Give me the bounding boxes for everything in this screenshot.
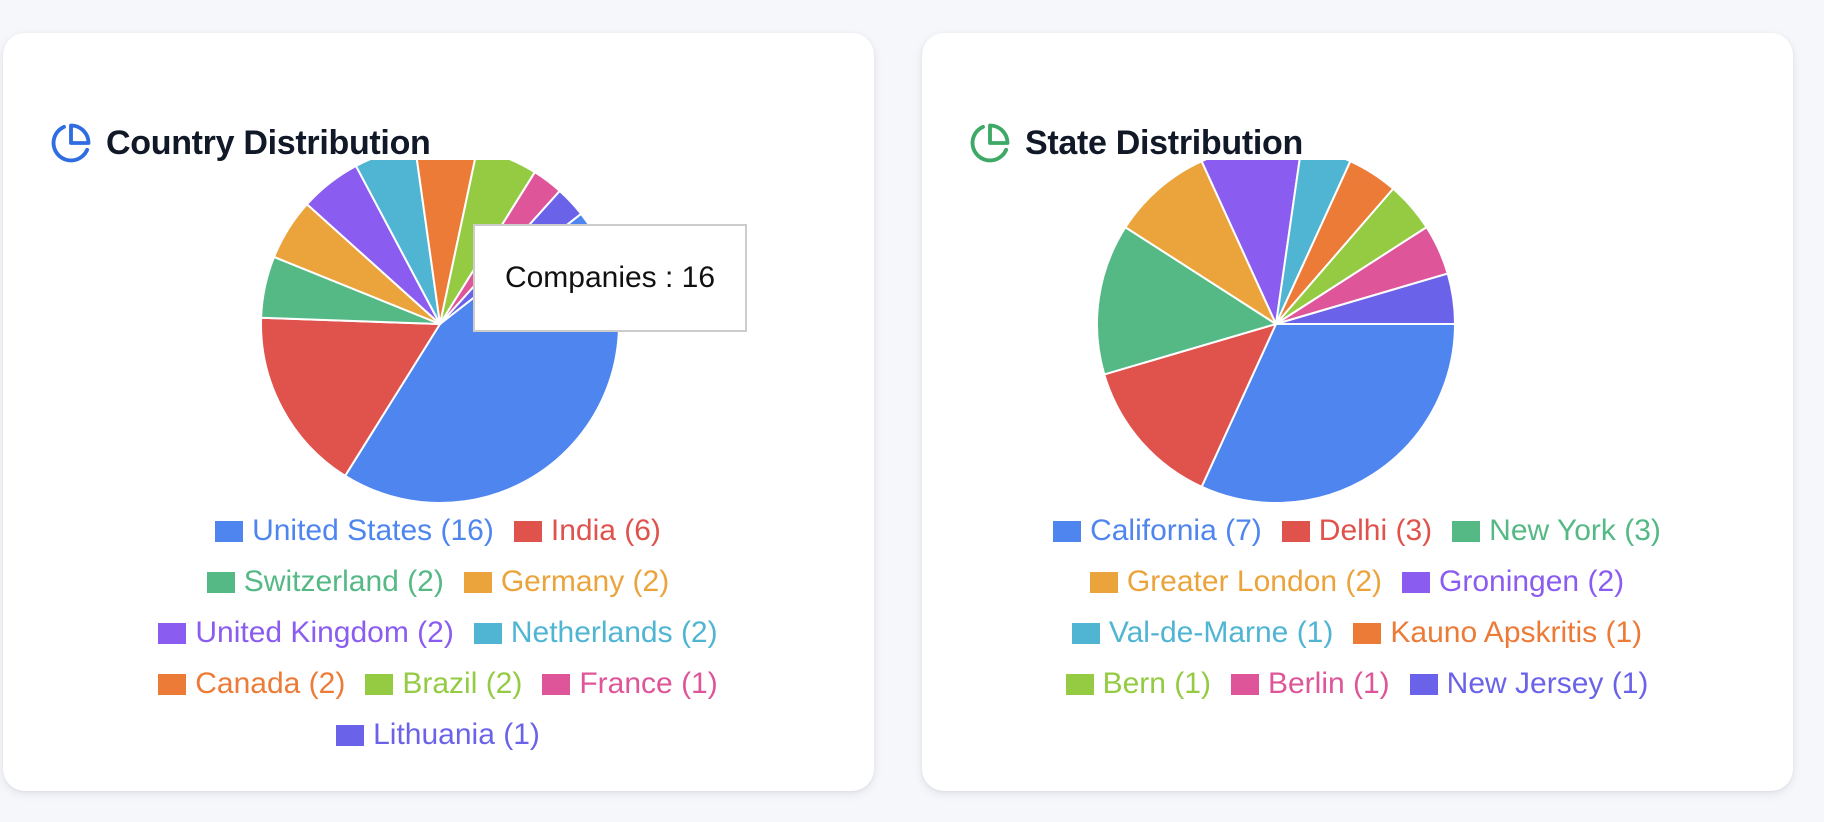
legend-swatch bbox=[1353, 622, 1382, 644]
country-legend: United States (16) India (6) Switzerland (… bbox=[103, 513, 773, 753]
state-legend-item-val-de-marne[interactable]: Val-de-Marne (1) bbox=[1071, 615, 1334, 651]
legend-swatch bbox=[1053, 520, 1082, 542]
state-pie-slice-california[interactable] bbox=[1200, 323, 1456, 504]
legend-label: Groningen (2) bbox=[1439, 565, 1625, 598]
legend-label: Canada (2) bbox=[195, 667, 346, 700]
legend-swatch bbox=[215, 520, 244, 542]
legend-swatch bbox=[473, 622, 502, 644]
legend-swatch bbox=[1402, 571, 1431, 593]
country-legend-item-lithuania[interactable]: Lithuania (1) bbox=[336, 717, 540, 753]
legend-swatch bbox=[463, 571, 492, 593]
country-legend-item-netherlands[interactable]: Netherlands (2) bbox=[473, 615, 718, 651]
state-distribution-card: State Distribution California (7) Delhi (… bbox=[922, 33, 1793, 791]
legend-swatch bbox=[1089, 571, 1118, 593]
state-legend-item-california[interactable]: California (7) bbox=[1053, 513, 1262, 549]
country-legend-item-united-states[interactable]: United States (16) bbox=[215, 513, 494, 549]
chart-tooltip: Companies : 16 bbox=[473, 224, 747, 332]
legend-swatch bbox=[336, 724, 365, 746]
country-chart-title: Country Distribution bbox=[106, 123, 431, 162]
legend-label: Germany (2) bbox=[500, 565, 670, 598]
legend-label: France (1) bbox=[579, 667, 718, 700]
legend-label: Kauno Apskritis (1) bbox=[1390, 616, 1643, 649]
country-legend-item-brazil[interactable]: Brazil (2) bbox=[365, 666, 522, 702]
legend-label: Val-de-Marne (1) bbox=[1108, 616, 1334, 649]
legend-label: United States (16) bbox=[252, 514, 494, 547]
state-legend-item-bern[interactable]: Bern (1) bbox=[1065, 666, 1211, 702]
state-chart-title: State Distribution bbox=[1025, 123, 1303, 162]
legend-label: California (7) bbox=[1090, 514, 1262, 547]
pie-chart-icon bbox=[970, 123, 1010, 163]
country-legend-item-canada[interactable]: Canada (2) bbox=[158, 666, 345, 702]
legend-swatch bbox=[1230, 673, 1259, 695]
state-legend-item-berlin[interactable]: Berlin (1) bbox=[1230, 666, 1390, 702]
legend-swatch bbox=[1452, 520, 1481, 542]
legend-swatch bbox=[1281, 520, 1310, 542]
state-pie-slice-new-jersey[interactable] bbox=[1275, 272, 1456, 325]
country-pie-chart bbox=[216, 160, 656, 510]
country-card-header: Country Distribution bbox=[50, 119, 431, 167]
state-card-header: State Distribution bbox=[969, 119, 1303, 167]
country-pie-svg bbox=[260, 160, 620, 504]
state-legend-item-new-york[interactable]: New York (3) bbox=[1452, 513, 1661, 549]
country-legend-item-germany[interactable]: Germany (2) bbox=[463, 564, 670, 600]
legend-label: Brazil (2) bbox=[402, 667, 523, 700]
country-pie-slice-canada[interactable] bbox=[415, 160, 477, 325]
state-pie-chart bbox=[1060, 160, 1500, 510]
legend-label: Delhi (3) bbox=[1318, 514, 1433, 547]
legend-swatch bbox=[365, 673, 394, 695]
legend-label: New York (3) bbox=[1489, 514, 1661, 547]
country-legend-item-france[interactable]: France (1) bbox=[542, 666, 718, 702]
state-pie-slice-delhi[interactable] bbox=[1103, 323, 1277, 488]
state-pie-slice-greater-london[interactable] bbox=[1124, 160, 1277, 325]
legend-label: New Jersey (1) bbox=[1446, 667, 1649, 700]
state-legend-item-delhi[interactable]: Delhi (3) bbox=[1281, 513, 1433, 549]
legend-swatch bbox=[1409, 673, 1438, 695]
legend-label: United Kingdom (2) bbox=[195, 616, 454, 649]
legend-label: Berlin (1) bbox=[1267, 667, 1390, 700]
state-legend-item-new-jersey[interactable]: New Jersey (1) bbox=[1409, 666, 1649, 702]
country-distribution-card: Country Distribution United States (16) I… bbox=[3, 33, 874, 791]
legend-label: India (6) bbox=[550, 514, 661, 547]
legend-swatch bbox=[206, 571, 235, 593]
state-pie-slice-new-york[interactable] bbox=[1096, 226, 1277, 376]
country-legend-item-switzerland[interactable]: Switzerland (2) bbox=[206, 564, 444, 600]
country-pie-slice-netherlands[interactable] bbox=[354, 160, 441, 325]
legend-swatch bbox=[1065, 673, 1094, 695]
legend-swatch bbox=[513, 520, 542, 542]
state-pie-svg bbox=[1096, 160, 1456, 504]
legend-swatch bbox=[158, 622, 187, 644]
state-legend-item-kauno-apskritis[interactable]: Kauno Apskritis (1) bbox=[1353, 615, 1642, 651]
state-pie-slice-groningen[interactable] bbox=[1200, 160, 1302, 325]
legend-label: Switzerland (2) bbox=[243, 565, 444, 598]
legend-label: Greater London (2) bbox=[1126, 565, 1383, 598]
legend-swatch bbox=[1071, 622, 1100, 644]
legend-label: Netherlands (2) bbox=[510, 616, 718, 649]
state-legend: California (7) Delhi (3) New York (3) Great… bbox=[1007, 513, 1707, 702]
state-legend-item-greater-london[interactable]: Greater London (2) bbox=[1089, 564, 1383, 600]
legend-swatch bbox=[542, 673, 571, 695]
state-legend-item-groningen[interactable]: Groningen (2) bbox=[1402, 564, 1624, 600]
country-legend-item-india[interactable]: India (6) bbox=[513, 513, 661, 549]
legend-swatch bbox=[158, 673, 187, 695]
country-legend-item-united-kingdom[interactable]: United Kingdom (2) bbox=[158, 615, 454, 651]
legend-label: Bern (1) bbox=[1102, 667, 1211, 700]
pie-chart-icon bbox=[51, 123, 91, 163]
country-pie-slice-india[interactable] bbox=[260, 316, 441, 477]
legend-label: Lithuania (1) bbox=[373, 718, 540, 751]
